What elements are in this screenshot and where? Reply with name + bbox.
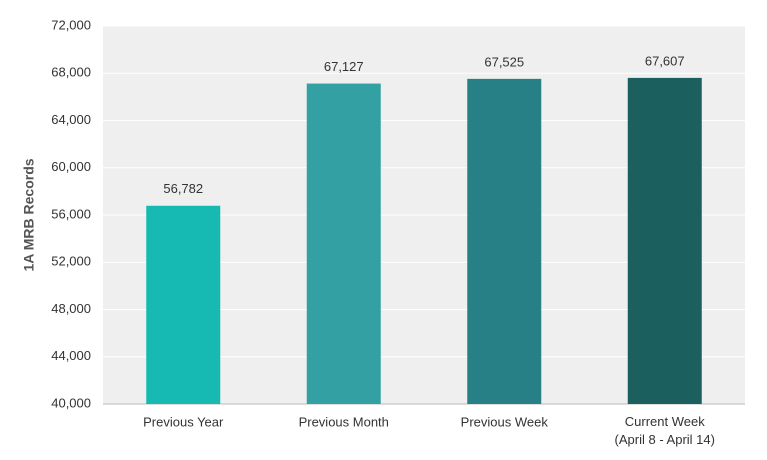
- y-tick-label: 72,000: [51, 17, 91, 32]
- bar: [146, 205, 221, 404]
- y-tick-label: 40,000: [51, 395, 91, 410]
- value-label: 56,782: [163, 181, 203, 196]
- y-axis-label: 1A MRB Records: [21, 158, 37, 271]
- x-tick-label: Previous Month: [299, 414, 389, 429]
- value-label: 67,607: [645, 53, 685, 68]
- x-tick-label: Current Week (April 8 - April 14): [615, 414, 715, 447]
- x-tick-label: Previous Year: [143, 414, 224, 429]
- bar: [467, 78, 542, 405]
- y-tick-label: 56,000: [51, 206, 91, 221]
- y-tick-label: 52,000: [51, 254, 91, 269]
- value-label: 67,525: [484, 54, 524, 69]
- bar: [306, 83, 381, 404]
- x-tick-label: Previous Week: [461, 414, 549, 429]
- y-tick-label: 68,000: [51, 65, 91, 80]
- bar: [627, 77, 702, 405]
- value-label: 67,127: [324, 59, 364, 74]
- y-tick-label: 64,000: [51, 112, 91, 127]
- y-tick-label: 60,000: [51, 159, 91, 174]
- y-tick-label: 44,000: [51, 348, 91, 363]
- y-tick-label: 48,000: [51, 301, 91, 316]
